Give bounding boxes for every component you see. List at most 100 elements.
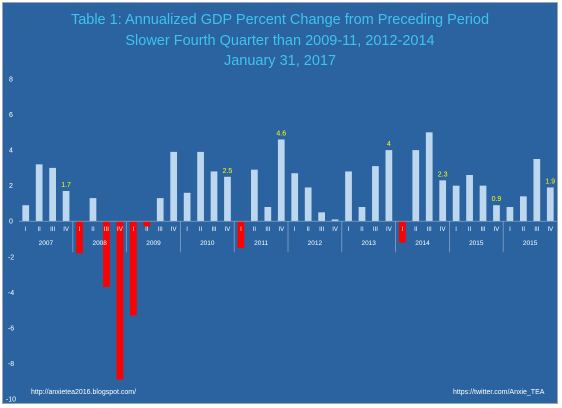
year-label: 2012	[308, 240, 323, 247]
bar-2009-II	[143, 221, 151, 227]
quarter-label: II	[145, 227, 149, 233]
quarter-label: III	[534, 227, 539, 233]
year-label: 2010	[200, 240, 215, 247]
chart-subtitle: Slower Fourth Quarter than 2009-11, 2012…	[125, 33, 435, 49]
bar-2013-II	[358, 207, 366, 222]
quarter-label: III	[50, 227, 55, 233]
bar-2011-III	[264, 207, 272, 222]
data-label: 4	[387, 141, 391, 148]
quarter-label: II	[253, 227, 257, 233]
quarter-label: III	[104, 227, 109, 233]
bar-2014-I	[398, 221, 406, 243]
bar-2012-II	[304, 187, 312, 222]
quarter-label: I	[25, 227, 27, 233]
quarter-label: I	[79, 227, 81, 233]
bar-2011-II	[251, 169, 258, 222]
quarter-label: I	[132, 227, 134, 233]
bar-2010-I	[183, 192, 191, 222]
quarter-label: IV	[332, 227, 338, 233]
bar-2010-II	[197, 151, 204, 222]
bar-2014-III	[425, 132, 433, 222]
data-label: 2.5	[223, 168, 233, 175]
y-tick-label: 8	[9, 77, 13, 84]
bar-2007-III	[49, 167, 56, 222]
y-tick-label: 6	[9, 112, 13, 119]
y-tick-label: -8	[8, 361, 14, 368]
quarter-label: III	[158, 227, 163, 233]
bar-2015-IV	[493, 205, 500, 222]
bar-2015-III	[479, 185, 487, 222]
quarter-label: III	[373, 227, 378, 233]
chart-title: Table 1: Annualized GDP Percent Change f…	[70, 12, 490, 28]
bar-2007-II	[35, 164, 43, 222]
twitter-url: https://twitter.com/Anxie_TEA	[453, 389, 545, 396]
quarter-label: IV	[171, 227, 177, 233]
bar-2015-III	[533, 159, 541, 222]
year-label: 2009	[146, 240, 161, 247]
year-label: 2011	[254, 240, 268, 247]
y-tick-label: -2	[8, 254, 14, 261]
bar-2013-I	[345, 171, 352, 222]
y-tick-label: -4	[8, 290, 14, 297]
quarter-label: IV	[386, 227, 392, 233]
bar-2012-III	[318, 212, 325, 222]
bar-2007-I	[22, 205, 30, 222]
quarter-label: I	[240, 227, 242, 233]
quarter-label: I	[294, 227, 296, 233]
year-label: 2015	[523, 240, 538, 247]
quarter-label: II	[522, 227, 526, 233]
bar-2014-IV	[439, 180, 447, 222]
quarter-label: III	[265, 227, 270, 233]
quarter-label: III	[319, 227, 324, 233]
chart-frame: Table 1: Annualized GDP Percent Change f…	[2, 2, 558, 404]
quarter-label: II	[38, 227, 42, 233]
quarter-label: II	[199, 227, 203, 233]
quarter-label: IV	[440, 227, 446, 233]
quarter-label: II	[468, 227, 472, 233]
bar-2010-IV	[224, 176, 231, 222]
bar-2012-I	[291, 173, 299, 222]
quarter-label: II	[414, 227, 418, 233]
blog-url: http://anxietea2016.blogspot.com/	[31, 389, 137, 396]
bar-2011-I	[237, 221, 245, 248]
y-tick-label: 4	[9, 148, 13, 155]
bar-2012-IV	[331, 219, 339, 222]
year-label: 2007	[39, 240, 54, 247]
quarter-label: II	[307, 227, 311, 233]
y-tick-label: -10	[6, 397, 16, 404]
bar-2015-I	[452, 185, 460, 222]
y-tick-label: 2	[9, 183, 13, 190]
year-label: 2015	[469, 240, 484, 247]
bar-2008-III	[103, 221, 110, 287]
bar-2009-III	[156, 198, 164, 222]
data-label: 0.9	[492, 196, 502, 203]
bar-2015-II	[466, 175, 473, 222]
bar-2013-IV	[385, 150, 393, 222]
quarter-label: II	[360, 227, 364, 233]
y-tick-label: 0	[9, 219, 13, 226]
data-label: 1.9	[545, 178, 555, 185]
bar-2009-I	[129, 221, 137, 316]
bar-2013-III	[372, 166, 379, 222]
quarter-label: II	[91, 227, 95, 233]
year-label: 2014	[415, 240, 430, 247]
quarter-label: III	[427, 227, 432, 233]
quarter-label: I	[186, 227, 188, 233]
quarter-label: IV	[225, 227, 231, 233]
data-label: 2.3	[438, 171, 448, 178]
quarter-label: I	[401, 227, 403, 233]
bar-2008-IV	[116, 221, 124, 380]
quarter-label: IV	[117, 227, 123, 233]
quarter-label: III	[212, 227, 217, 233]
quarter-label: I	[348, 227, 350, 233]
bar-2015-IV	[546, 187, 554, 222]
bar-2015-I	[506, 207, 514, 222]
bar-2011-IV	[277, 139, 285, 222]
quarter-label: IV	[278, 227, 284, 233]
quarter-label: IV	[547, 227, 553, 233]
bar-2009-IV	[170, 151, 178, 222]
quarter-label: I	[509, 227, 511, 233]
chart-date: January 31, 2017	[223, 53, 337, 69]
bar-2008-II	[89, 198, 97, 222]
